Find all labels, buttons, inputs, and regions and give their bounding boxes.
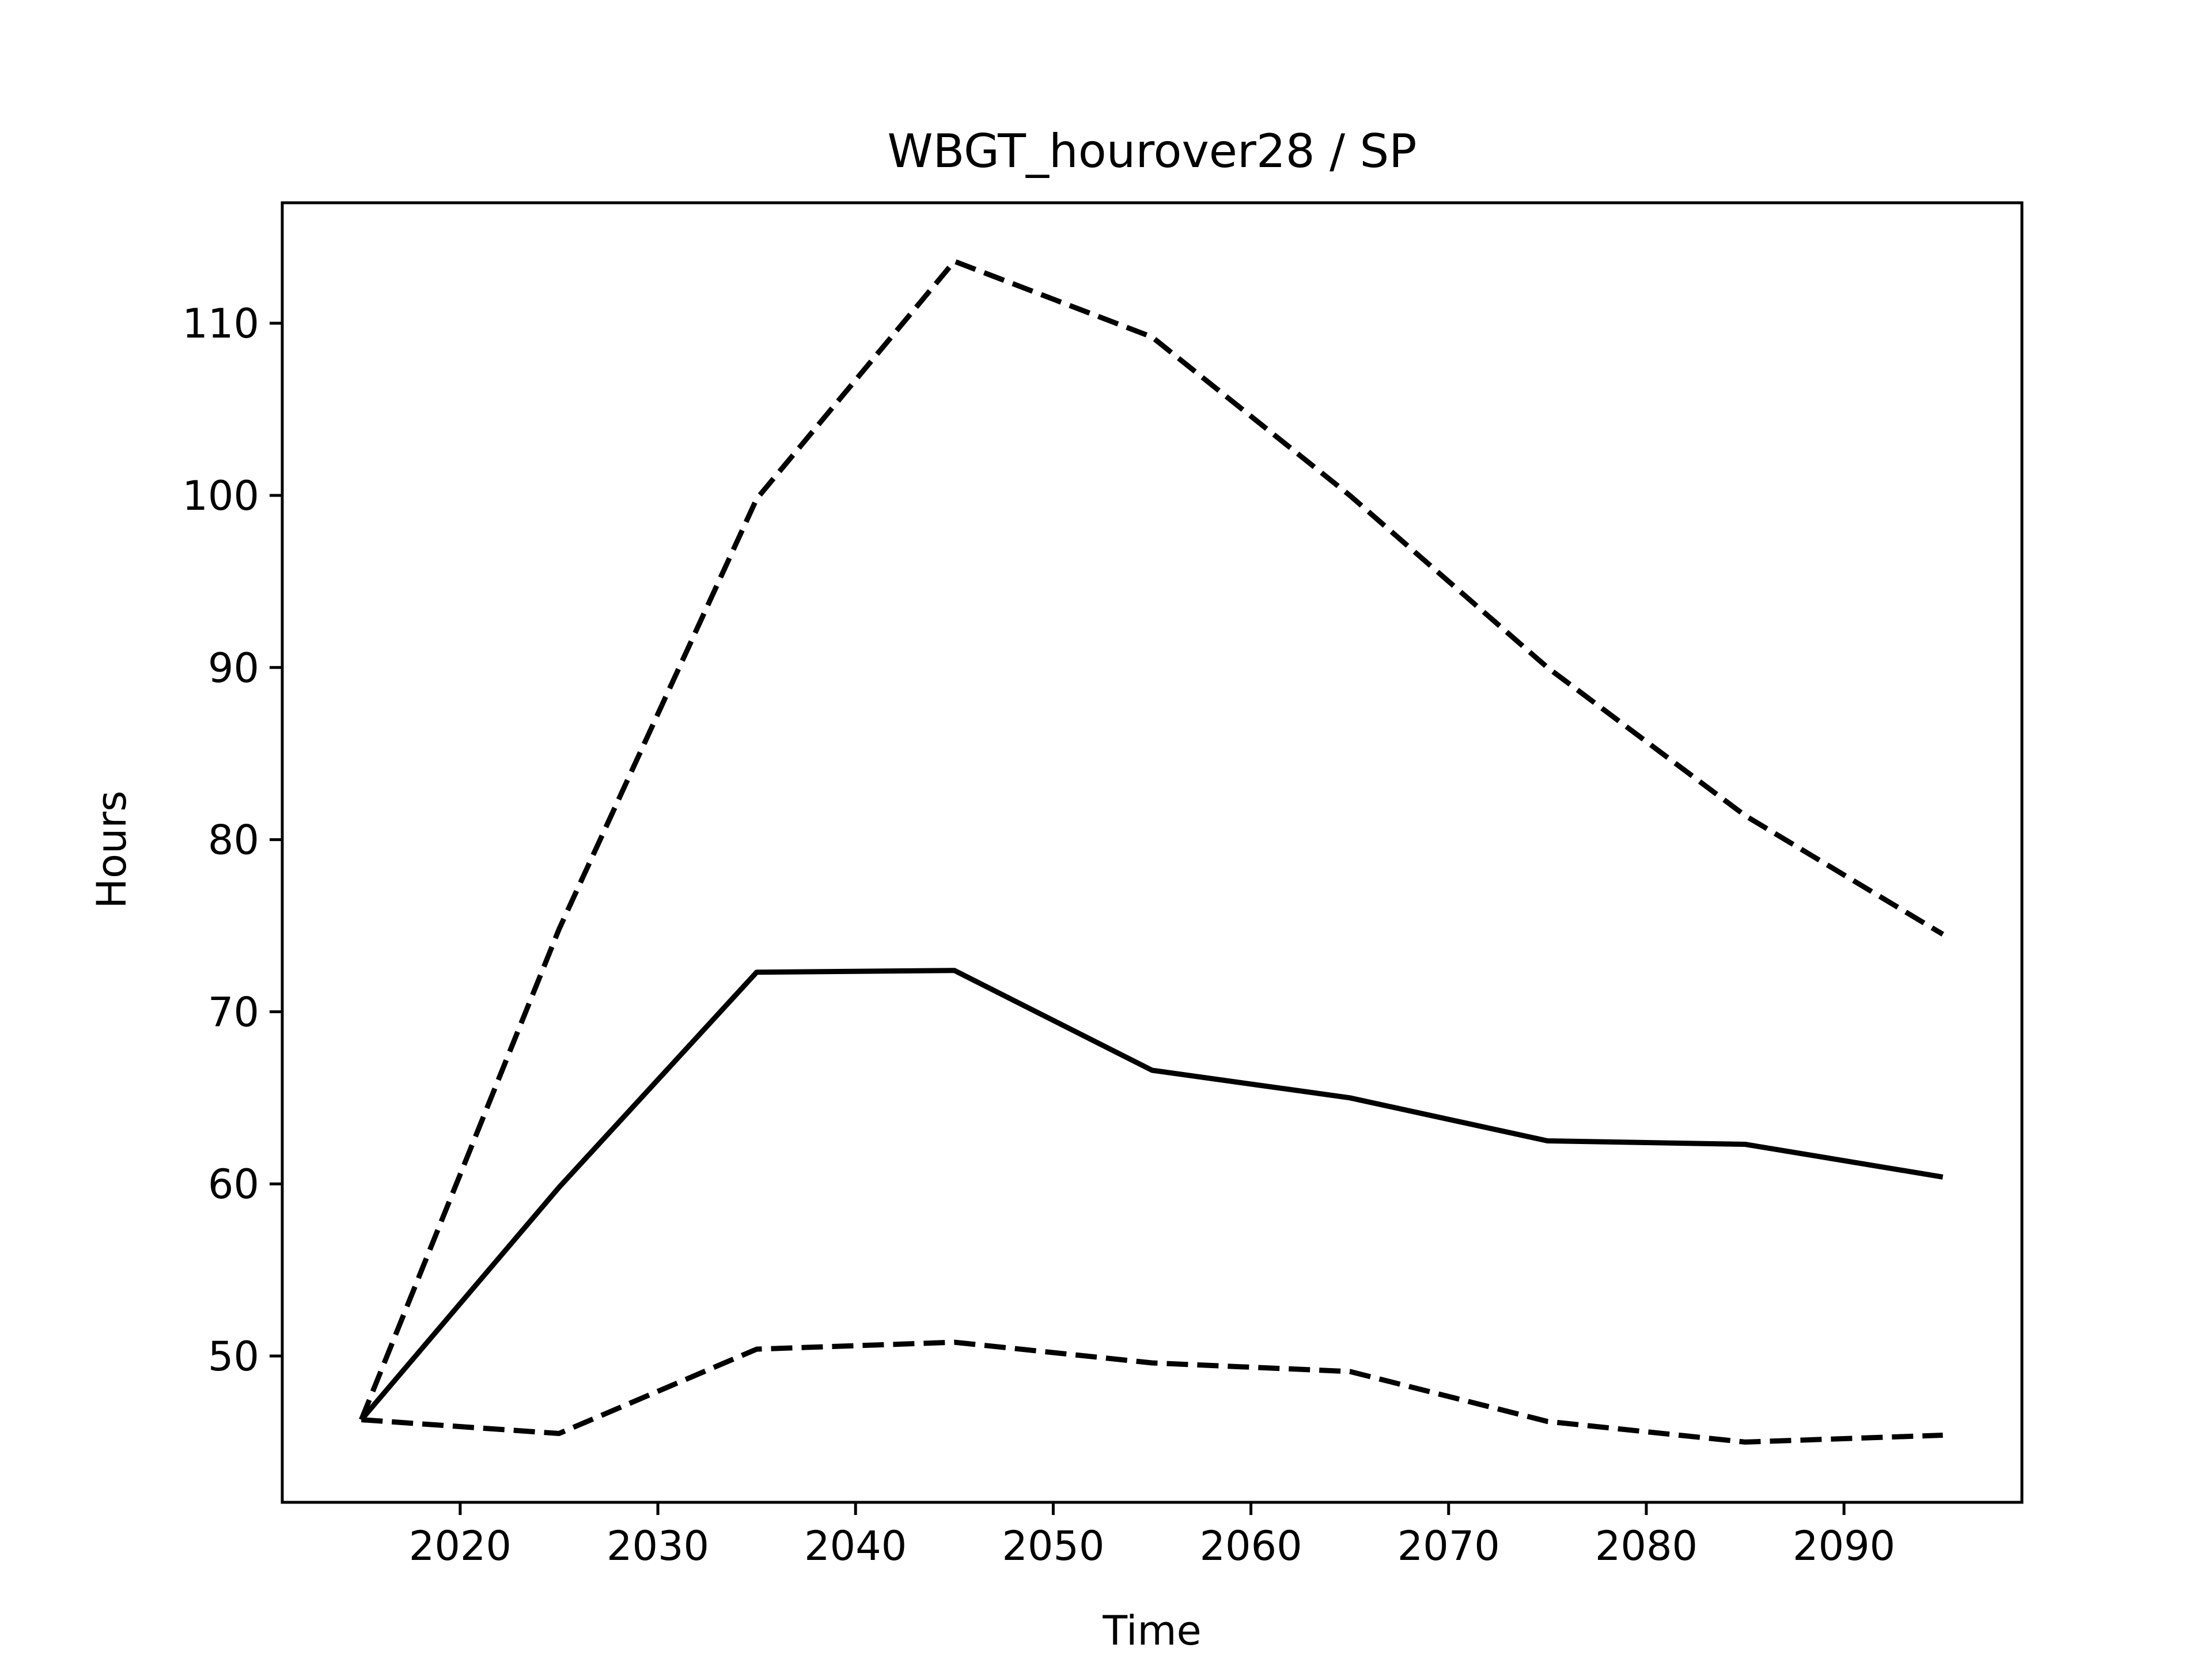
x-tick-label-2030: 2030 [607,1522,709,1570]
plot-frame [281,201,2024,1504]
series-line-2 [359,968,1944,1422]
y-tick-label-80: 80 [208,817,259,864]
y-tick-label-70: 70 [208,988,259,1036]
x-tick-label-2070: 2070 [1397,1522,1500,1570]
x-tick-label-2090: 2090 [1793,1522,1895,1570]
y-tick-label-90: 90 [208,645,259,692]
x-tick-label-2040: 2040 [804,1522,907,1570]
x-tick-label-2060: 2060 [1200,1522,1302,1570]
chart-title: WBGT_hourover28 / SP [887,124,1416,178]
series-line-1 [359,259,1945,1421]
y-axis-label: Hours [88,790,135,908]
y-tick-label-60: 60 [208,1161,259,1208]
x-tick-label-2080: 2080 [1595,1522,1698,1570]
y-tick-label-110: 110 [182,300,259,347]
series-line-3 [361,1339,1943,1445]
plot-area: 2020 2030 2040 2050 2060 2070 2080 2090 50 60 70 80… [182,201,2024,1570]
y-tick-label-100: 100 [182,472,259,520]
y-tick-label-50: 50 [208,1333,259,1380]
x-tick-label-2020: 2020 [409,1522,512,1570]
x-tick-label-2050: 2050 [1002,1522,1104,1570]
x-axis-label: Time [1102,1607,1201,1654]
